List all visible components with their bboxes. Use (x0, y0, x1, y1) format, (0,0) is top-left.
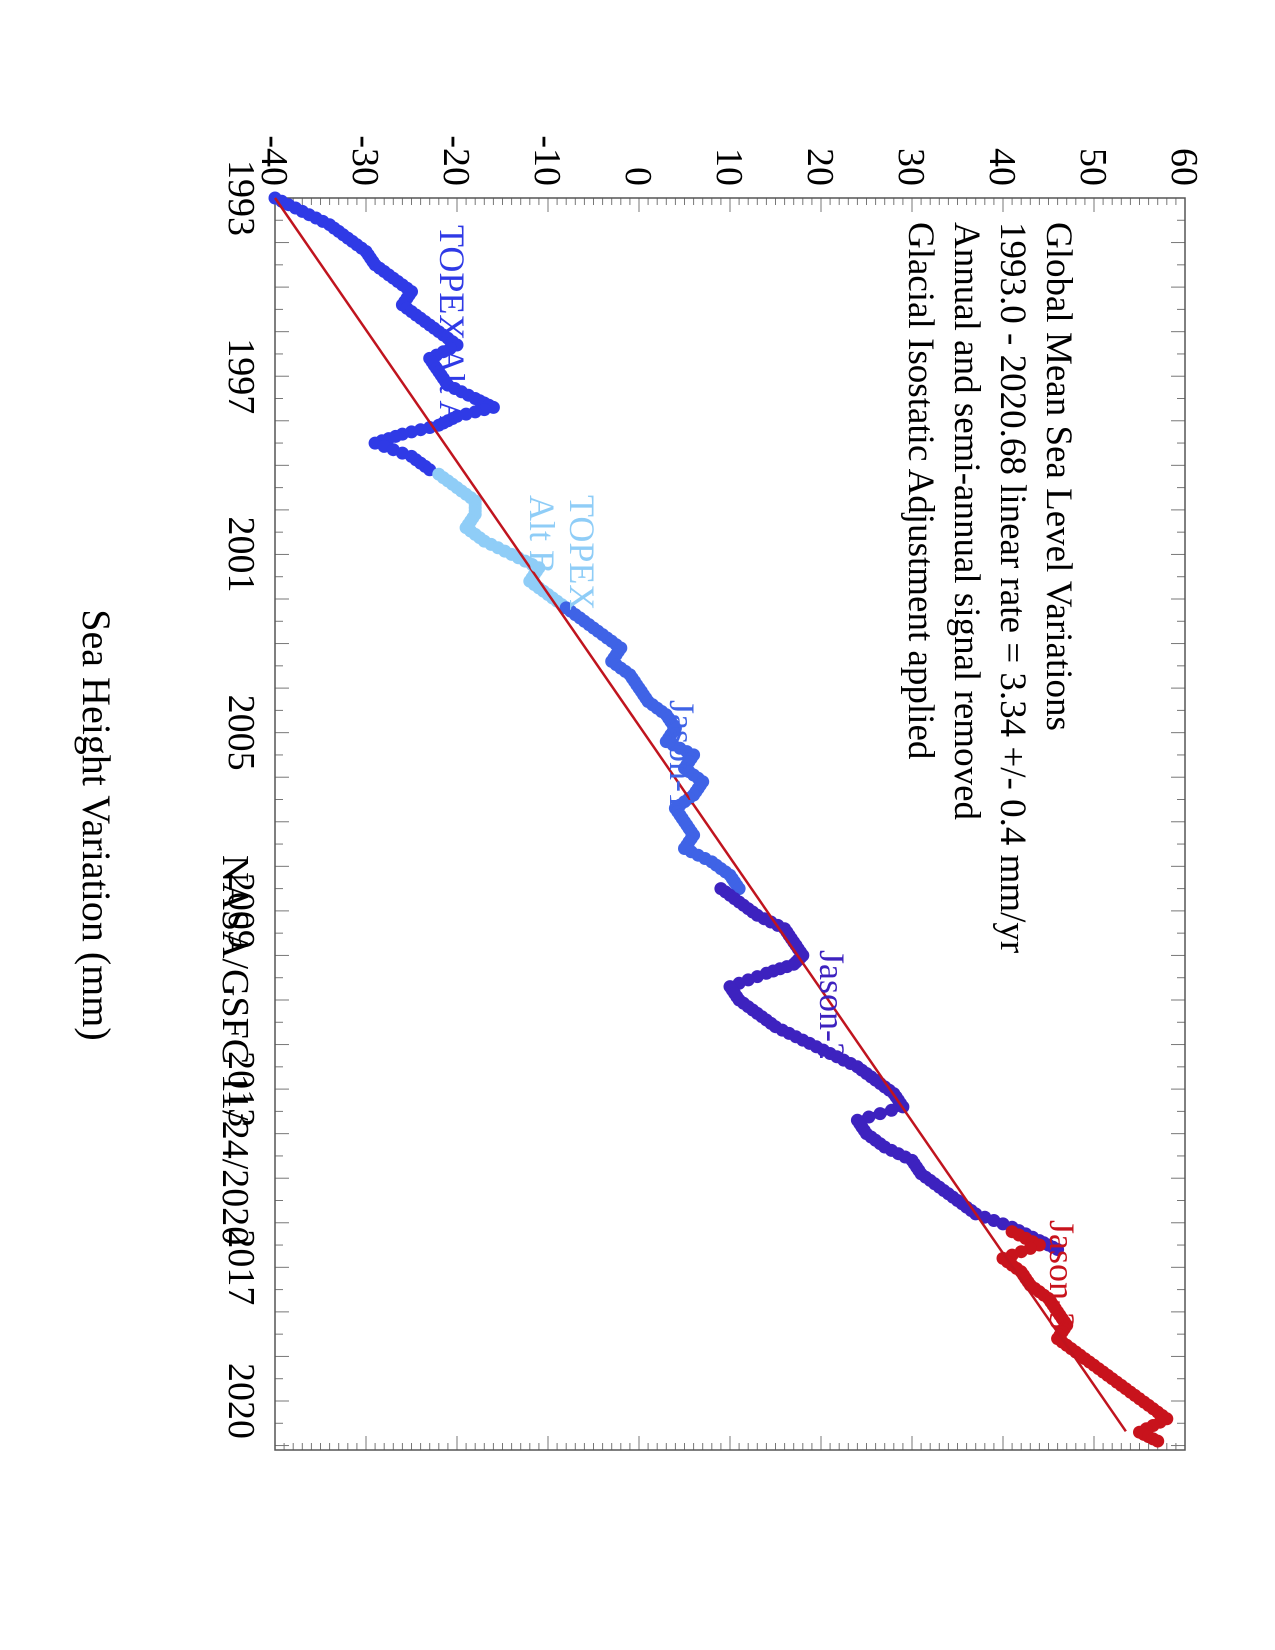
x-tick-label: 2001 (220, 516, 262, 592)
label-alt-b: Alt B (522, 495, 562, 574)
x-tick-label: 2013 (220, 1051, 262, 1127)
trend-line (273, 197, 1127, 1432)
y-axis-title: Sea Height Variation (mm) (74, 609, 119, 1040)
data-point (732, 882, 746, 896)
series-line (999, 1228, 1171, 1445)
credit-label: NASA/GSFC 11/24/2020 (214, 855, 256, 1245)
rotated-plot-group: Sea Height Variation (mm) -40 -30 -20 -10 0 1… (74, 135, 1205, 1451)
data-point (873, 1107, 887, 1121)
data-point (1051, 1243, 1065, 1257)
x-tick-label: 1993 (220, 160, 262, 236)
info-rate: 1993.0 - 2020.68 linear rate = 3.34 +/- … (992, 222, 1033, 953)
y-tick-label: 60 (1163, 148, 1205, 186)
series-jason-1 (559, 601, 746, 896)
tick-layer: -40 -30 -20 -10 0 10 20 30 40 50 60 1993 1997 2001 200… (220, 135, 1205, 1450)
data-point (885, 1103, 898, 1117)
y-tick-label: 10 (708, 148, 750, 186)
series-layer (268, 191, 1174, 1448)
info-gia: Glacial Isostatic Adjustment applied (900, 222, 941, 760)
series-line (562, 604, 743, 893)
y-tick-label: 50 (1072, 148, 1114, 186)
y-tick-label: 0 (617, 167, 659, 186)
y-tick-label: -10 (526, 135, 568, 186)
plot-frame (274, 197, 1186, 1451)
label-jason-2: Jason-2 (812, 950, 852, 1060)
x-tick-label: 2009 (220, 873, 262, 949)
label-jason-3: Jason-3 (1042, 1220, 1082, 1330)
x-tick-label: 2020 (220, 1363, 262, 1439)
y-tick-label: 20 (799, 148, 841, 186)
data-point (862, 1110, 876, 1124)
info-title: Global Mean Sea Level Variations (1038, 222, 1079, 731)
series-jason-3 (996, 1225, 1174, 1448)
x-tick-label: 2017 (220, 1229, 262, 1305)
label-topex: TOPEX (562, 495, 602, 610)
y-tick-label: 40 (981, 148, 1023, 186)
y-tick-label: -30 (344, 135, 386, 186)
x-tick-label: 1997 (220, 338, 262, 414)
label-jason-1: Jason-1 (662, 700, 702, 810)
y-tick-label: 30 (890, 148, 932, 186)
data-point (1151, 1434, 1165, 1448)
y-tick-label: -20 (435, 135, 477, 186)
info-annual: Annual and semi-annual signal removed (946, 222, 987, 820)
x-tick-label: 2005 (220, 695, 262, 771)
label-topex-alt-a: TOPEX Alt A (432, 225, 472, 426)
series-topex-alt-a (268, 191, 500, 477)
y-tick-label: -40 (253, 135, 295, 186)
